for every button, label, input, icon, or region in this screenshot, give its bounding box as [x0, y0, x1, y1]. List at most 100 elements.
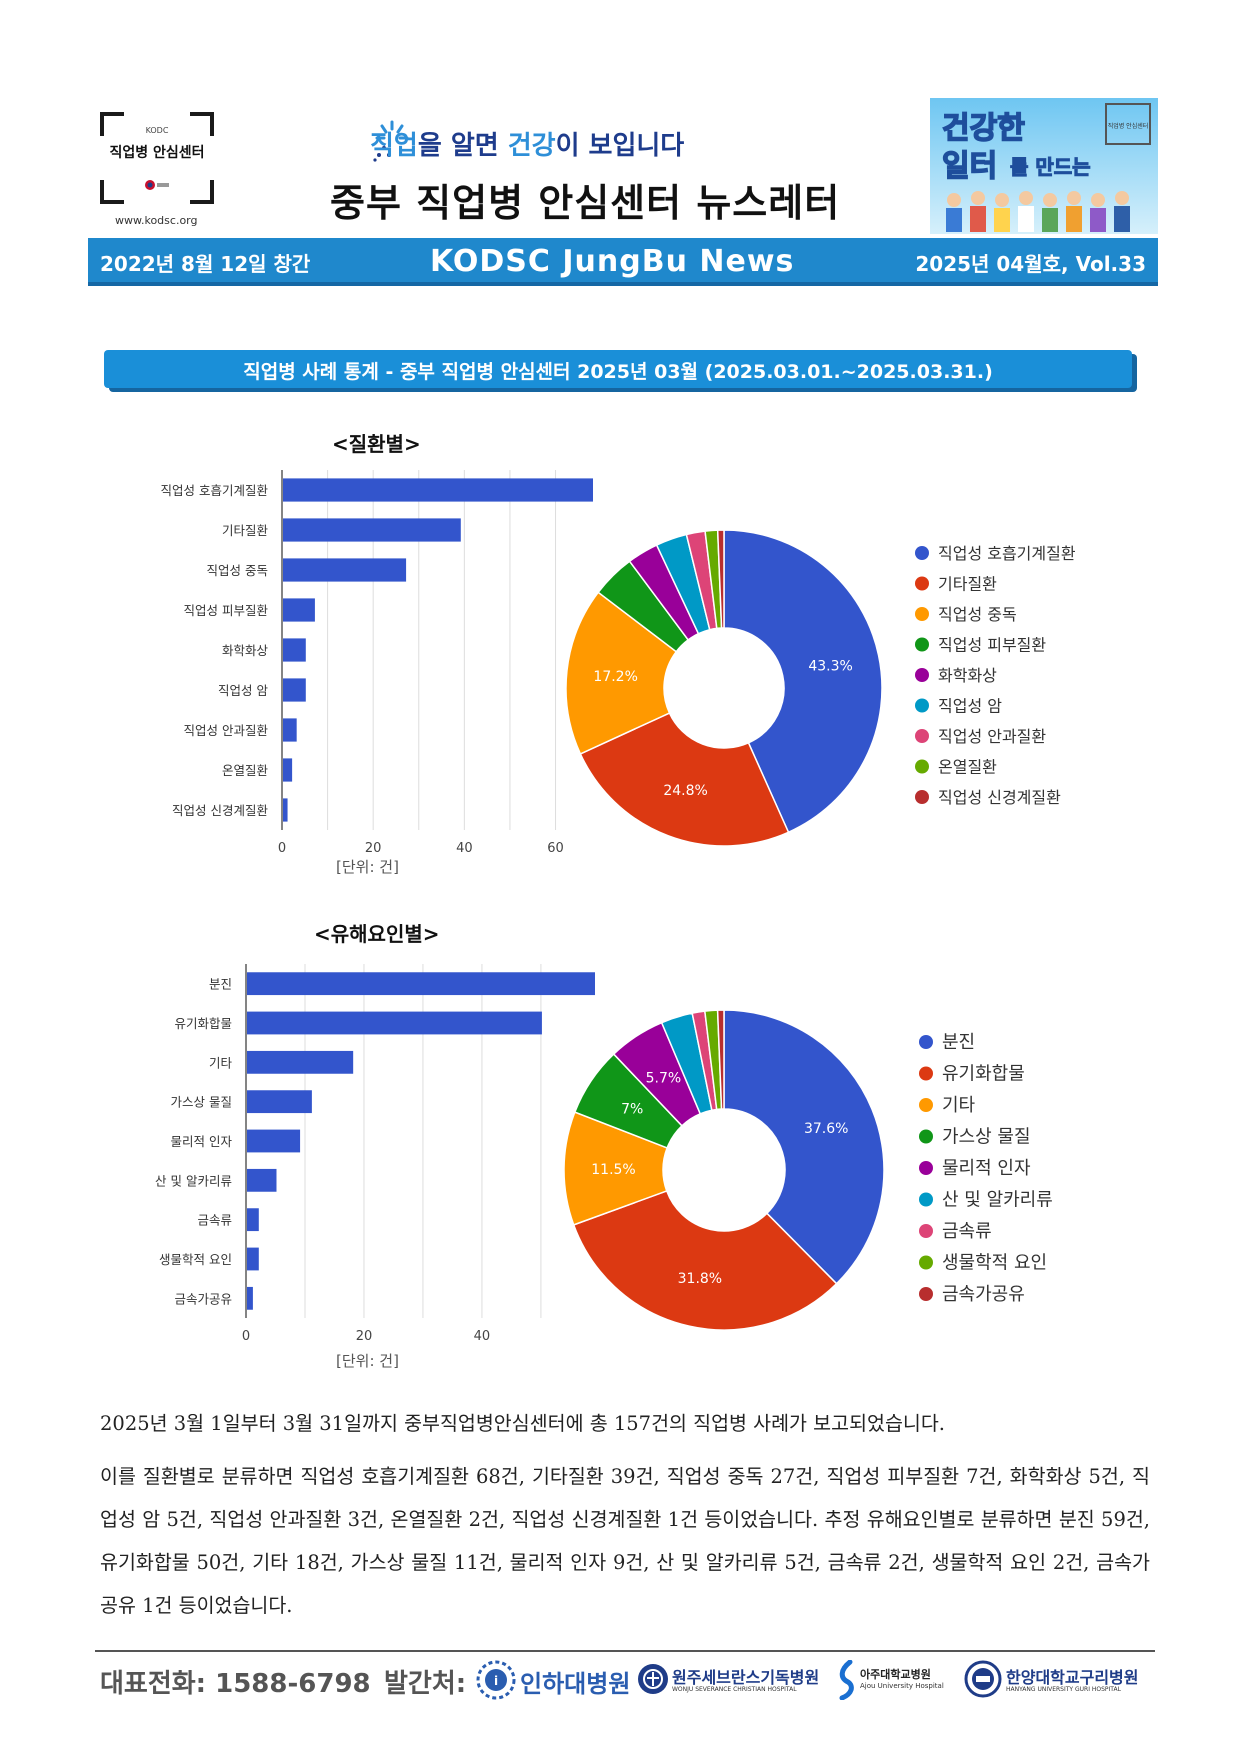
- summary-paragraph-1: 2025년 3월 1일부터 3월 31일까지 중부직업병안심센터에 총 157건…: [100, 1412, 945, 1435]
- chart3-legend-label: 물리적 인자: [942, 1158, 1031, 1179]
- chart1-slice-label: 24.8%: [663, 783, 707, 799]
- chart1-legend-label: 화학화상: [938, 666, 997, 685]
- chart0-category-label: 직업성 암: [218, 683, 268, 698]
- summary-paragraph-2: 이를 질환별로 분류하면 직업성 호흡기계질환 68건, 기타질환 39건, 직…: [100, 1465, 1150, 1617]
- chart2-category-label: 분진: [209, 977, 232, 992]
- chart2-category-label: 기타: [209, 1055, 233, 1070]
- chart1-legend-label: 직업성 암: [938, 697, 1002, 716]
- chart2-bar: [247, 1011, 542, 1035]
- hospital-wonju-sub: WONJU SEVERANCE CHRISTIAN HOSPITAL: [672, 1686, 797, 1693]
- chart3-slice: [723, 1009, 885, 1285]
- logo-org: KODC: [145, 126, 169, 135]
- chart1-legend-marker: [915, 576, 929, 591]
- chart1-legend-marker: [915, 546, 929, 560]
- hospital-hanyang-sub: HANYANG UNIVERSITY GURI HOSPITAL: [1006, 1686, 1121, 1693]
- chart3-legend-label: 기타: [942, 1095, 976, 1116]
- chart0-bar: [283, 558, 407, 582]
- publisher-label: 발간처:: [384, 1669, 467, 1699]
- center-logo: KODC 직업병 안심센터: [100, 112, 214, 204]
- chart1-legend-label: 직업성 안과질환: [938, 727, 1046, 746]
- chart0-bar: [283, 478, 593, 502]
- chart2-bar: [247, 1247, 259, 1271]
- chart3-legend-marker: [919, 1035, 933, 1049]
- chart2-bar: [247, 972, 595, 996]
- chart1-slice: [716, 529, 725, 629]
- disease-chart-unit: [단위: 건]: [336, 858, 399, 876]
- chart0-bar: [283, 758, 293, 782]
- chart0-bar: [283, 518, 461, 542]
- logo-url[interactable]: www.kodsc.org: [115, 214, 198, 227]
- chart3-slice-label: 7%: [621, 1101, 643, 1117]
- founded-date: 2022년 8월 12일 창간: [100, 252, 311, 276]
- chart2-bar: [247, 1286, 253, 1310]
- hospital-inha: 인하대병원: [520, 1670, 631, 1698]
- inha-logo-icon: i: [476, 1660, 516, 1700]
- header-bar: [88, 238, 1158, 286]
- chart1-legend-marker: [915, 637, 929, 652]
- chart2-category-label: 금속가공유: [174, 1291, 232, 1306]
- chart1-legend-marker: [915, 668, 929, 682]
- chart1-slice: [723, 529, 883, 834]
- chart2-tick-label: 20: [356, 1329, 373, 1344]
- chart3-legend-marker: [919, 1192, 933, 1207]
- chart3-legend-label: 유기화합물: [942, 1064, 1025, 1085]
- chart1-legend-label: 온열질환: [938, 758, 997, 777]
- section-title: 직업병 사례 통계 - 중부 직업병 안심센터 2025년 03월 (2025.…: [243, 361, 993, 383]
- chart3-slice-label: 31.8%: [678, 1271, 722, 1287]
- phone-number: 대표전화: 1588-6798: [100, 1669, 371, 1699]
- chart0-category-label: 화학화상: [222, 643, 269, 658]
- hospital-ajou-sub: Ajou University Hospital: [860, 1682, 944, 1690]
- svg-text:건강한: 건강한: [942, 111, 1025, 146]
- chart2-bar: [247, 1090, 312, 1114]
- chart1-legend-label: 직업성 호흡기계질환: [938, 544, 1076, 563]
- chart2-bar: [247, 1050, 354, 1074]
- chart1-legend-marker: [915, 790, 929, 804]
- chart3-legend-label: 금속가공유: [942, 1284, 1025, 1305]
- chart3-legend-label: 생물학적 요인: [942, 1253, 1047, 1274]
- chart0-bar: [283, 598, 315, 622]
- chart0-category-label: 직업성 신경계질환: [172, 803, 268, 818]
- svg-text:직업병 안심센터: 직업병 안심센터: [1108, 122, 1149, 130]
- svg-text:를 만드는: 를 만드는: [1010, 155, 1091, 179]
- chart3-slice-label: 37.6%: [804, 1121, 848, 1137]
- sparkle-icon: [372, 118, 412, 166]
- chart1-legend-label: 직업성 신경계질환: [938, 788, 1061, 807]
- chart0-category-label: 직업성 중독: [207, 563, 268, 578]
- slogan: 직업을 알면 건강이 보입니다: [370, 131, 685, 161]
- chart1-slice: [565, 591, 678, 755]
- chart0-bar: [283, 798, 288, 822]
- chart2-category-label: 유기화합물: [174, 1016, 232, 1031]
- chart3-legend-marker: [919, 1287, 933, 1301]
- chart0-tick-label: 0: [278, 841, 286, 856]
- chart3-legend-label: 분진: [942, 1032, 975, 1053]
- chart2-category-label: 물리적 인자: [171, 1134, 233, 1149]
- wonju-logo-icon: [636, 1662, 670, 1696]
- chart0-bar: [283, 718, 297, 742]
- chart0-category-label: 직업성 피부질환: [184, 603, 269, 618]
- chart3-slice-label: 11.5%: [591, 1162, 635, 1178]
- chart0-category-label: 직업성 안과질환: [184, 723, 269, 738]
- chart2-bar: [247, 1208, 259, 1232]
- chart0-tick-label: 40: [456, 841, 473, 856]
- chart1-legend-marker: [915, 607, 929, 621]
- newsletter-title: 중부 직업병 안심센터 뉴스레터: [330, 181, 841, 225]
- issue-number: 2025년 04월호, Vol.33: [915, 252, 1146, 276]
- chart3-legend-marker: [919, 1098, 933, 1112]
- hospital-wonju: 원주세브란스기독병원: [672, 1668, 820, 1687]
- chart2-tick-label: 0: [242, 1329, 250, 1344]
- news-name: KODSC JungBu News: [430, 244, 795, 279]
- chart1-legend-label: 기타질환: [938, 575, 997, 594]
- chart3-slice: [572, 1189, 838, 1331]
- chart3-legend-label: 금속류: [942, 1221, 992, 1242]
- chart3-legend-label: 산 및 알카리류: [942, 1190, 1053, 1211]
- chart1-legend-label: 직업성 피부질환: [938, 636, 1046, 655]
- chart3-slice: [716, 1009, 725, 1110]
- svg-text:i: i: [494, 1674, 498, 1688]
- chart2-bar: [247, 1168, 277, 1192]
- chart3-legend-label: 가스상 물질: [942, 1127, 1031, 1148]
- banner-illustration: 직업병 안심센터 건강한 일터 를 만드는: [930, 98, 1158, 234]
- ministry-emblem-icon: [144, 176, 170, 190]
- chart1-legend-marker: [915, 698, 929, 713]
- chart3-legend-marker: [919, 1224, 933, 1238]
- section-bar: [104, 350, 1132, 388]
